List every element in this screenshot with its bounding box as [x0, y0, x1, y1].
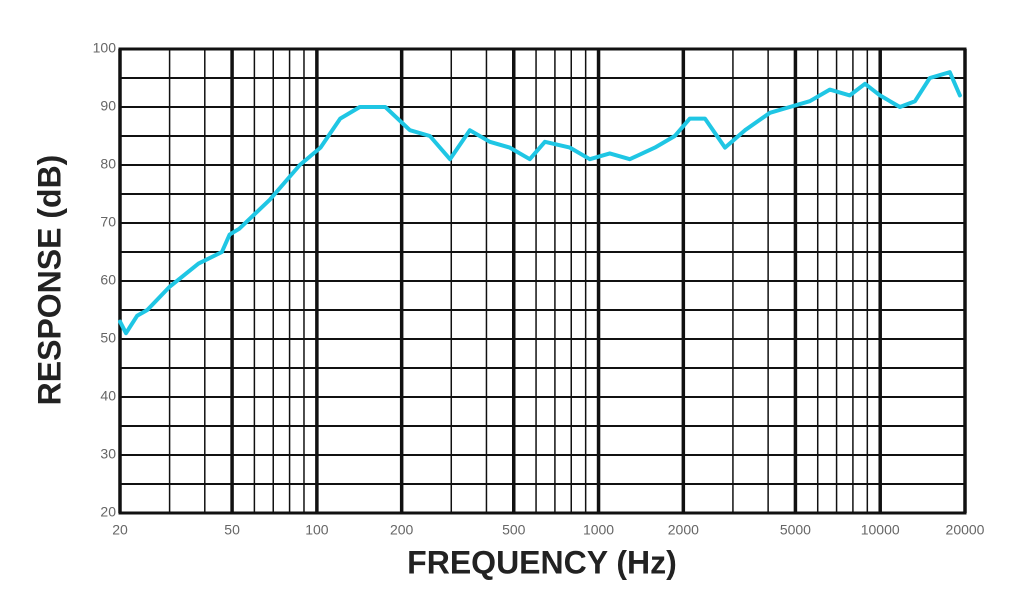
y-tick-label: 30 [100, 446, 116, 462]
response-line [118, 70, 962, 336]
x-axis-title: FREQUENCY (Hz) [407, 544, 677, 580]
x-tick-label: 1000 [583, 522, 614, 538]
x-tick-label: 2000 [668, 522, 699, 538]
x-tick-label: 20 [112, 522, 128, 538]
y-tick-label: 70 [100, 214, 116, 230]
x-tick-label: 10000 [861, 522, 900, 538]
y-tick-label: 50 [100, 330, 116, 346]
x-tick-label: 100 [305, 522, 329, 538]
x-tick-label: 5000 [780, 522, 811, 538]
y-tick-label: 40 [100, 388, 116, 404]
y-tick-label: 90 [100, 98, 116, 114]
x-tick-label: 200 [390, 522, 414, 538]
y-axis-title: RESPONSE (dB) [31, 155, 67, 406]
y-tick-label: 60 [100, 272, 116, 288]
x-tick-label: 20000 [946, 522, 985, 538]
y-tick-label: 100 [93, 40, 117, 56]
y-tick-label: 80 [100, 156, 116, 172]
x-tick-label: 50 [224, 522, 240, 538]
plot-frame [118, 47, 967, 515]
y-tick-label: 20 [100, 504, 116, 520]
x-tick-label: 500 [502, 522, 526, 538]
